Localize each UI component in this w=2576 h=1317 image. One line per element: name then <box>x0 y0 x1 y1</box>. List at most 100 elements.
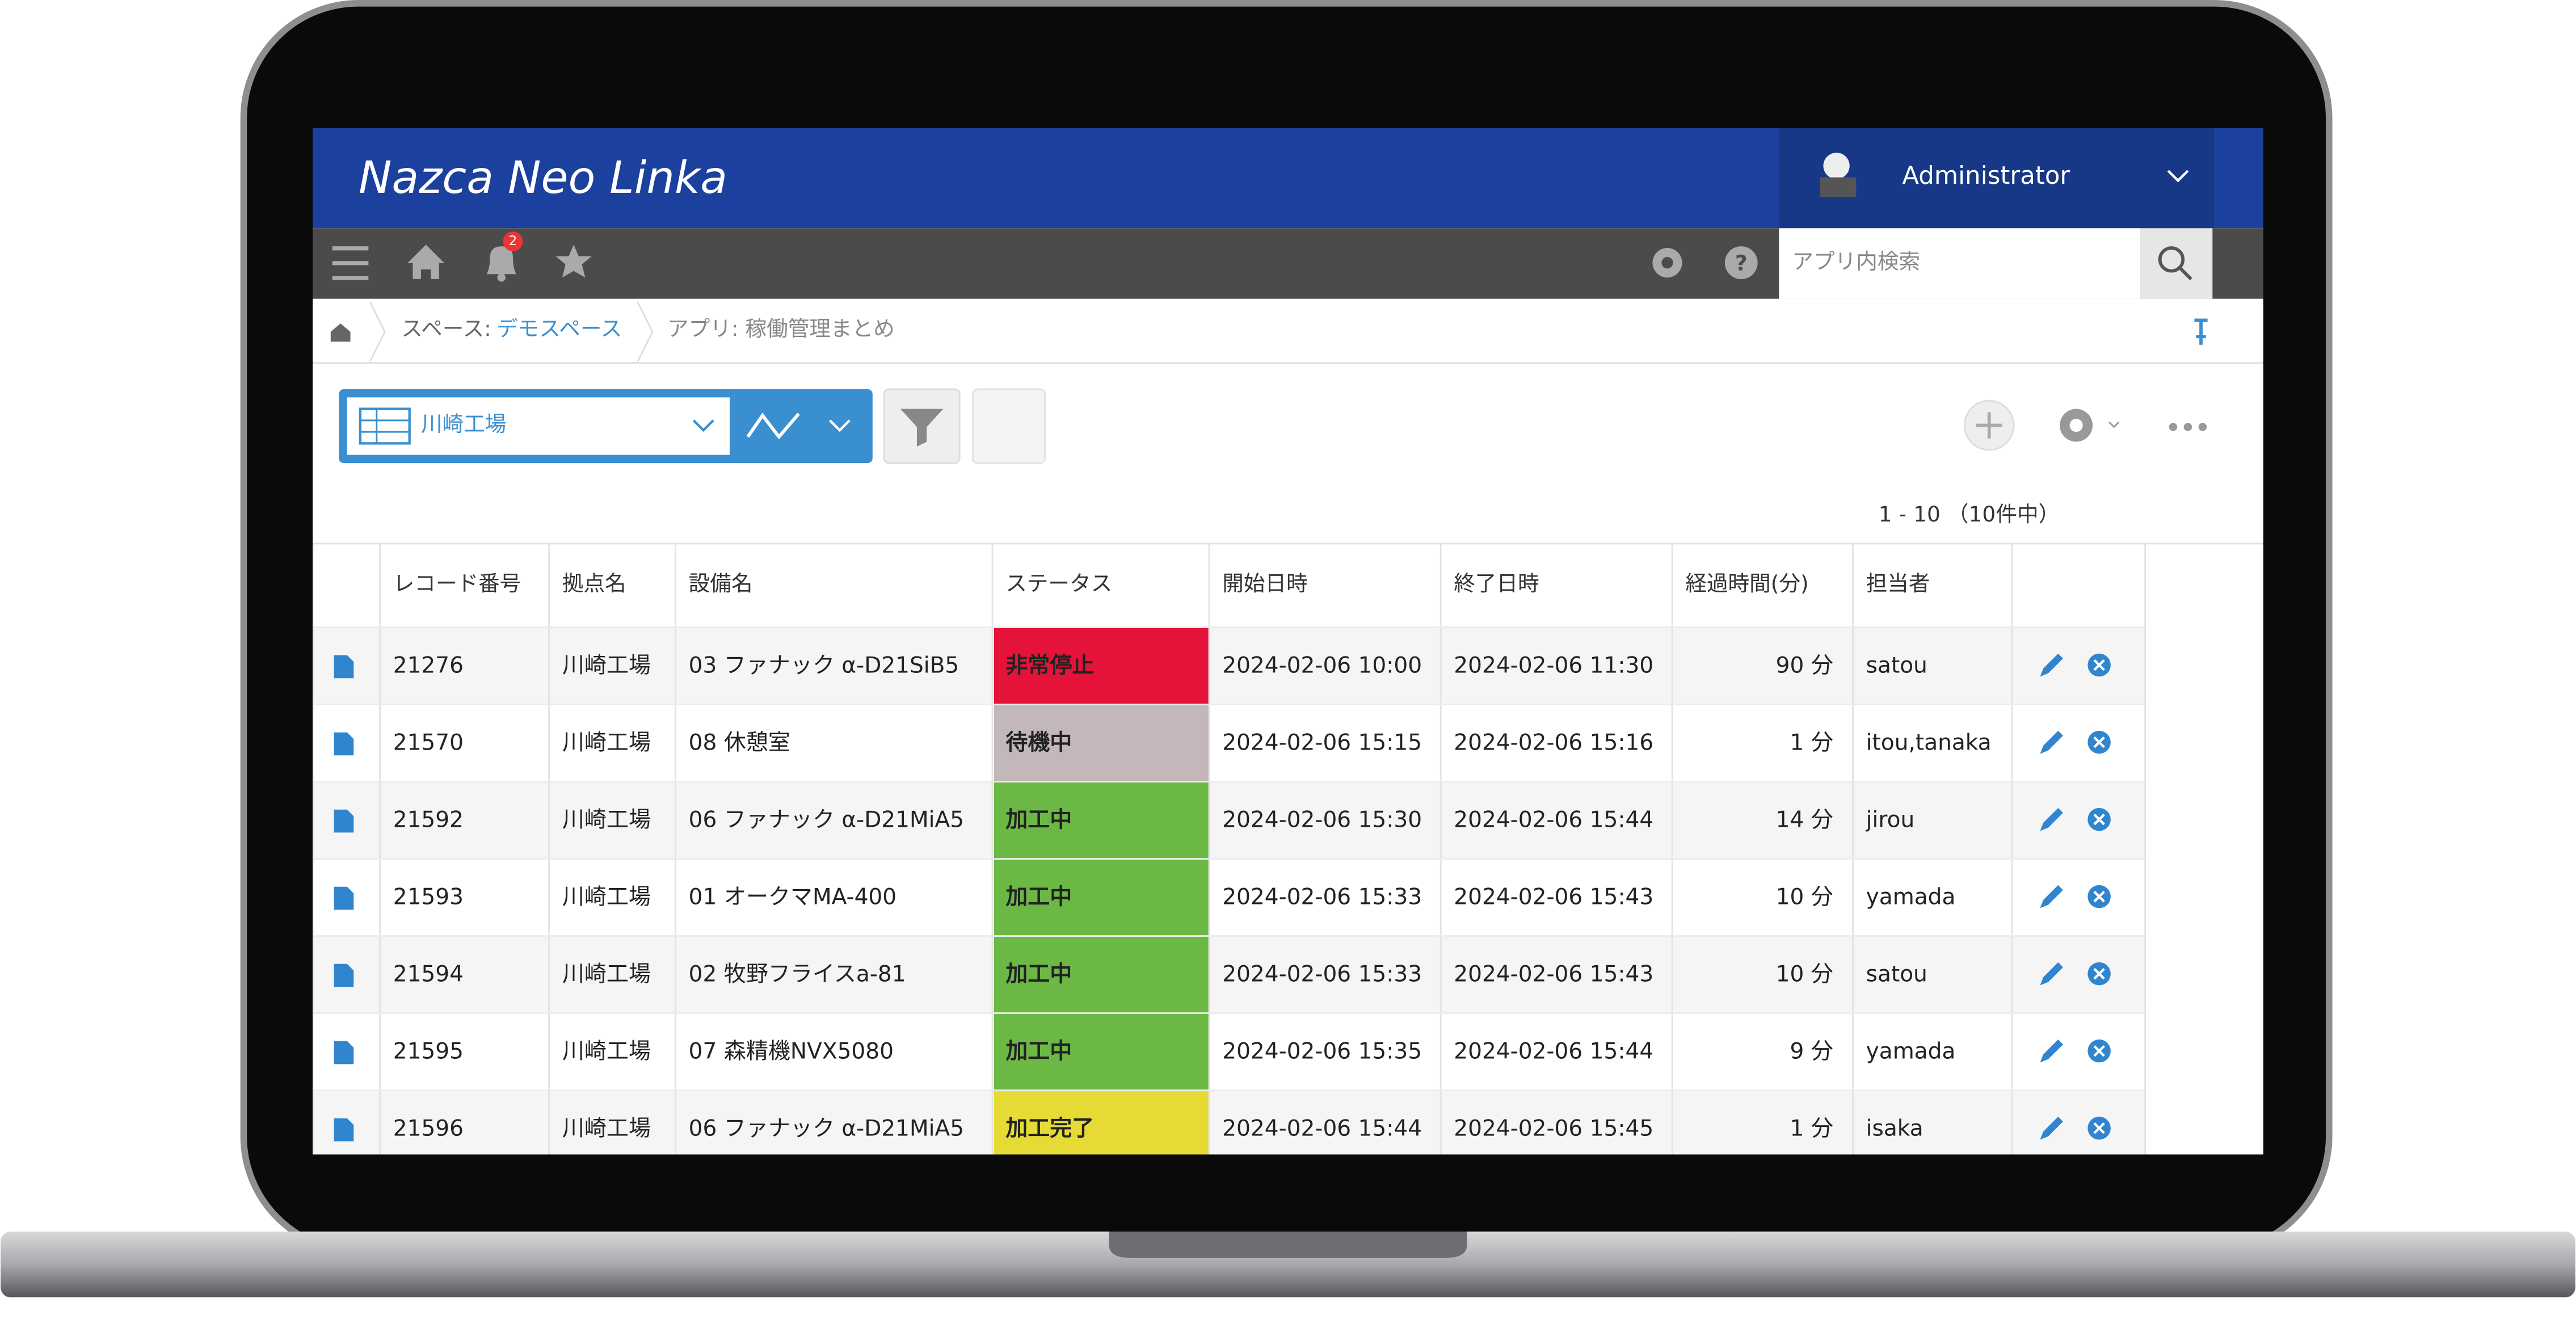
filter-icon <box>900 409 944 447</box>
cell: 加工中 <box>1005 1039 1072 1064</box>
more-button[interactable] <box>2169 423 2207 431</box>
cell: 2024-02-06 15:35 <box>1222 1039 1422 1064</box>
delete-icon <box>2093 967 2105 980</box>
detail-icon[interactable] <box>334 1041 354 1064</box>
column-header[interactable]: 拠点名 <box>562 571 626 596</box>
table-icon <box>359 407 411 445</box>
help-icon[interactable]: ? <box>1735 250 1748 275</box>
laptop-notch <box>1109 1231 1467 1258</box>
edit-button[interactable] <box>2040 653 2063 677</box>
avatar <box>1823 153 1850 179</box>
chevron <box>2108 421 2120 428</box>
cell: 90 分 <box>1776 653 1833 678</box>
table-row <box>312 704 2145 782</box>
edit-button[interactable] <box>2040 962 2063 986</box>
column-header[interactable]: 開始日時 <box>1222 571 1307 596</box>
cell: 08 休憩室 <box>689 730 790 755</box>
cell: 21570 <box>393 730 464 755</box>
delete-icon <box>2093 890 2105 903</box>
edit-button[interactable] <box>2040 807 2063 831</box>
cell: 06 ファナック α-D21MiA5 <box>689 807 964 833</box>
space-link[interactable]: デモスペース <box>496 316 622 341</box>
delete-icon <box>2093 1122 2105 1134</box>
cell: 21594 <box>393 962 464 987</box>
delete-icon <box>2093 813 2105 826</box>
cell: 2024-02-06 15:43 <box>1454 885 1653 910</box>
cell: 14 分 <box>1776 807 1833 833</box>
home-crumb[interactable] <box>330 323 351 342</box>
nav-icons[interactable] <box>332 245 1758 282</box>
cell: 川崎工場 <box>562 962 651 987</box>
search-box[interactable] <box>1779 228 2140 299</box>
empty-button[interactable] <box>971 388 1046 464</box>
gear-hole <box>2069 418 2083 432</box>
cell: 川崎工場 <box>562 807 651 833</box>
cell: 川崎工場 <box>562 730 651 755</box>
cell: yamada <box>1866 1039 1956 1064</box>
edit-button[interactable] <box>2040 730 2063 754</box>
cell: 1 分 <box>1790 730 1833 755</box>
badge <box>503 232 523 251</box>
edit-button[interactable] <box>2040 1116 2063 1140</box>
cell: 21593 <box>393 885 464 910</box>
cell: 21595 <box>393 1039 464 1064</box>
status-cell <box>994 627 1210 705</box>
cell: 2024-02-06 15:16 <box>1454 730 1653 755</box>
graph-icon[interactable] <box>746 413 800 440</box>
detail-icon[interactable] <box>334 963 354 987</box>
cell: yamada <box>1866 885 1956 910</box>
table-header <box>312 543 2264 628</box>
view-dropdown[interactable] <box>347 397 730 455</box>
chevron <box>829 419 851 432</box>
search-icon <box>2178 266 2192 281</box>
cell: 2024-02-06 15:45 <box>1454 1116 1653 1142</box>
table-row <box>312 627 2145 705</box>
edit-button[interactable] <box>2040 1039 2063 1063</box>
edit-button[interactable] <box>2040 885 2063 908</box>
cell: 06 ファナック α-D21MiA5 <box>689 1116 964 1142</box>
laptop-base <box>1 1231 2575 1298</box>
cell: 9 分 <box>1790 1039 1833 1064</box>
cell: 川崎工場 <box>562 885 651 910</box>
detail-icon[interactable] <box>334 886 354 910</box>
detail-icon[interactable] <box>334 809 354 833</box>
cell: isaka <box>1866 1116 1923 1142</box>
cell: 加工中 <box>1005 962 1072 987</box>
column-header[interactable]: 終了日時 <box>1454 571 1539 596</box>
table-row <box>312 1090 2145 1155</box>
cell: 加工完了 <box>1005 1116 1094 1142</box>
notification-count: 2 <box>509 234 517 249</box>
column-header[interactable]: ステータス <box>1005 571 1112 596</box>
cell: 2024-02-06 15:44 <box>1454 807 1653 833</box>
cell: 加工中 <box>1005 807 1072 833</box>
detail-icon[interactable] <box>334 1118 354 1142</box>
cell: 2024-02-06 15:33 <box>1222 962 1422 987</box>
cell: 2024-02-06 15:30 <box>1222 807 1422 833</box>
cell: 2024-02-06 11:30 <box>1454 653 1653 678</box>
chevron <box>2167 170 2189 183</box>
pin[interactable] <box>2194 318 2208 345</box>
cell: 01 オークマMA-400 <box>689 885 896 910</box>
search-button[interactable] <box>2140 228 2213 299</box>
column-header[interactable]: 設備名 <box>689 571 753 596</box>
column-header[interactable]: 経過時間(分) <box>1685 571 1808 596</box>
status-cell <box>994 781 1210 859</box>
status-cell <box>994 1013 1210 1091</box>
cell: 2024-02-06 15:33 <box>1222 885 1422 910</box>
cell: 03 ファナック α-D21SiB5 <box>689 653 959 678</box>
cell: 2024-02-06 10:00 <box>1222 653 1422 678</box>
detail-icon[interactable] <box>334 732 354 756</box>
screen: Nazca Neo Linka Administrator ? 2 アプリ内検索… <box>312 128 2264 1155</box>
record-table: レコード番号 拠点名 設備名 ステータス 開始日時 終了日時 経過時間(分) 担当者 21276… <box>312 542 2264 1155</box>
column-header[interactable]: レコード番号 <box>393 571 521 596</box>
status-cell <box>994 1090 1210 1155</box>
cell: 21592 <box>393 807 464 833</box>
delete-icon <box>2093 1045 2105 1057</box>
column-header[interactable]: 担当者 <box>1866 571 1930 596</box>
user-name: Administrator <box>1902 162 2070 190</box>
detail-icon[interactable] <box>334 655 354 679</box>
cell: 非常停止 <box>1005 653 1094 678</box>
search-icon <box>2158 246 2185 273</box>
